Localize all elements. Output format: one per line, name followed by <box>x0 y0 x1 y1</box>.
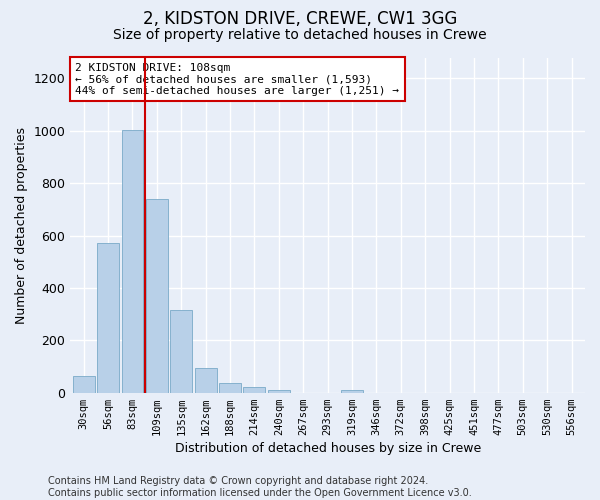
X-axis label: Distribution of detached houses by size in Crewe: Distribution of detached houses by size … <box>175 442 481 455</box>
Text: 2 KIDSTON DRIVE: 108sqm
← 56% of detached houses are smaller (1,593)
44% of semi: 2 KIDSTON DRIVE: 108sqm ← 56% of detache… <box>76 62 400 96</box>
Bar <box>219 383 241 392</box>
Bar <box>146 199 168 392</box>
Y-axis label: Number of detached properties: Number of detached properties <box>15 126 28 324</box>
Bar <box>170 310 192 392</box>
Bar <box>122 130 143 392</box>
Bar <box>73 376 95 392</box>
Bar <box>268 390 290 392</box>
Text: Size of property relative to detached houses in Crewe: Size of property relative to detached ho… <box>113 28 487 42</box>
Text: Contains HM Land Registry data © Crown copyright and database right 2024.
Contai: Contains HM Land Registry data © Crown c… <box>48 476 472 498</box>
Bar <box>341 390 363 392</box>
Text: 2, KIDSTON DRIVE, CREWE, CW1 3GG: 2, KIDSTON DRIVE, CREWE, CW1 3GG <box>143 10 457 28</box>
Bar <box>97 244 119 392</box>
Bar <box>194 368 217 392</box>
Bar <box>244 387 265 392</box>
